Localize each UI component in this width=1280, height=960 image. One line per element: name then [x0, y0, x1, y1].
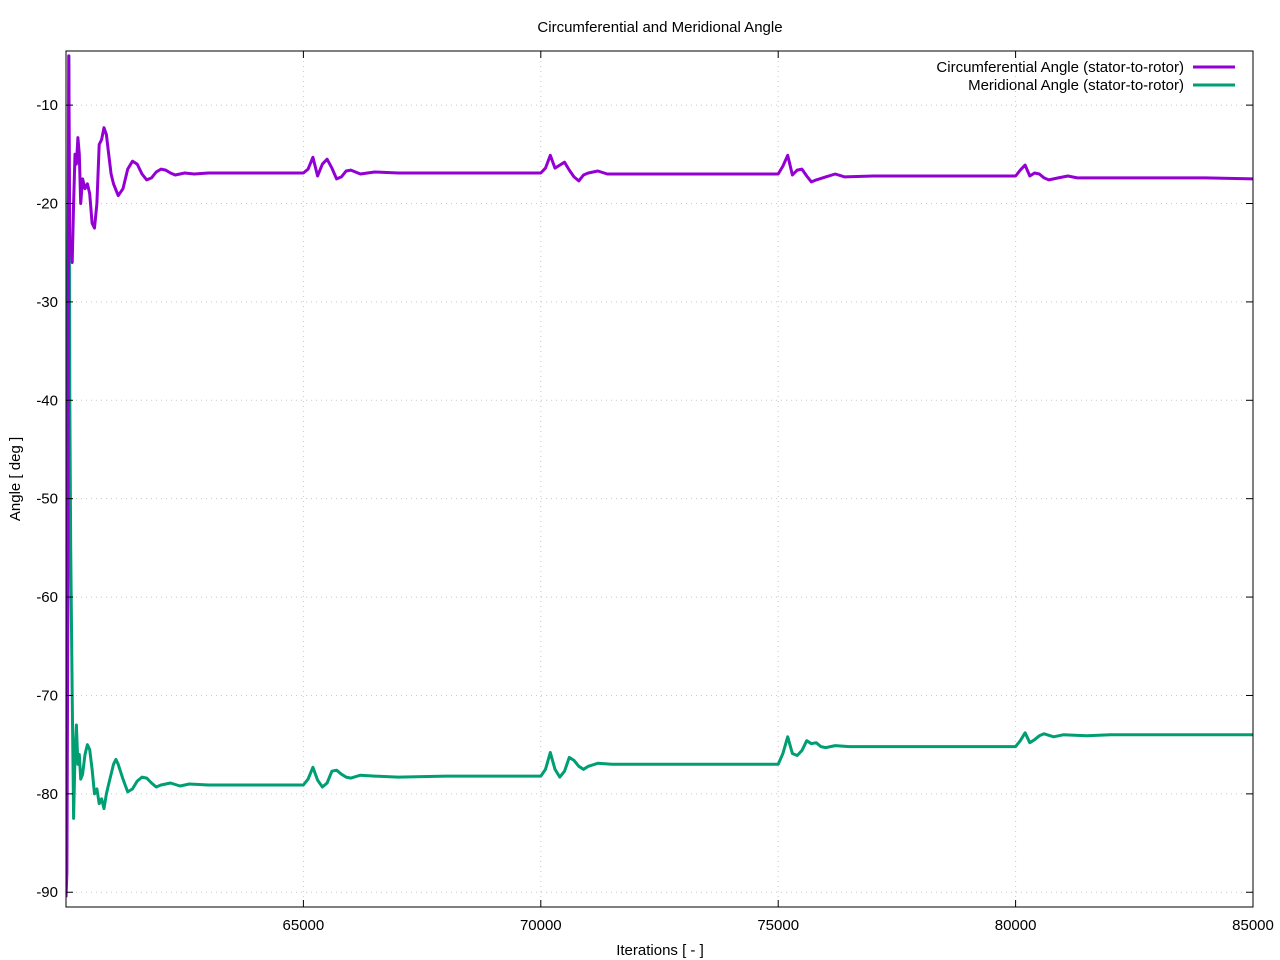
y-tick-label: -30 — [36, 294, 58, 311]
series-line-meridional — [66, 54, 1253, 863]
x-tick-label: 85000 — [1232, 917, 1274, 934]
y-tick-label: -80 — [36, 786, 58, 803]
legend: Circumferential Angle (stator-to-rotor)M… — [936, 59, 1235, 94]
series-group — [66, 54, 1253, 898]
y-axis-label: Angle [ deg ] — [7, 437, 24, 521]
y-tick-label: -50 — [36, 491, 58, 508]
y-tick-label: -90 — [36, 884, 58, 901]
legend-label: Meridional Angle (stator-to-rotor) — [968, 77, 1184, 94]
y-tick-label: -40 — [36, 392, 58, 409]
y-tick-label: -60 — [36, 589, 58, 606]
x-tick-label: 65000 — [283, 917, 325, 934]
chart-title: Circumferential and Meridional Angle — [537, 19, 782, 36]
series-line-circumferential — [66, 54, 1253, 898]
x-tick-label: 70000 — [520, 917, 562, 934]
x-tick-label: 80000 — [995, 917, 1037, 934]
plot-frame — [65, 50, 1254, 908]
y-axis: -10 -20 -30 -40 -50 -60 -70 -80 -90 — [36, 97, 1253, 901]
y-tick-label: -20 — [36, 196, 58, 213]
x-axis-label: Iterations [ - ] — [616, 942, 704, 959]
legend-label: Circumferential Angle (stator-to-rotor) — [936, 59, 1184, 76]
y-tick-label: -10 — [36, 97, 58, 114]
x-axis: 65000 70000 75000 80000 85000 — [283, 51, 1274, 934]
y-tick-label: -70 — [36, 687, 58, 704]
x-tick-label: 75000 — [757, 917, 799, 934]
plot-lines — [66, 54, 1253, 898]
